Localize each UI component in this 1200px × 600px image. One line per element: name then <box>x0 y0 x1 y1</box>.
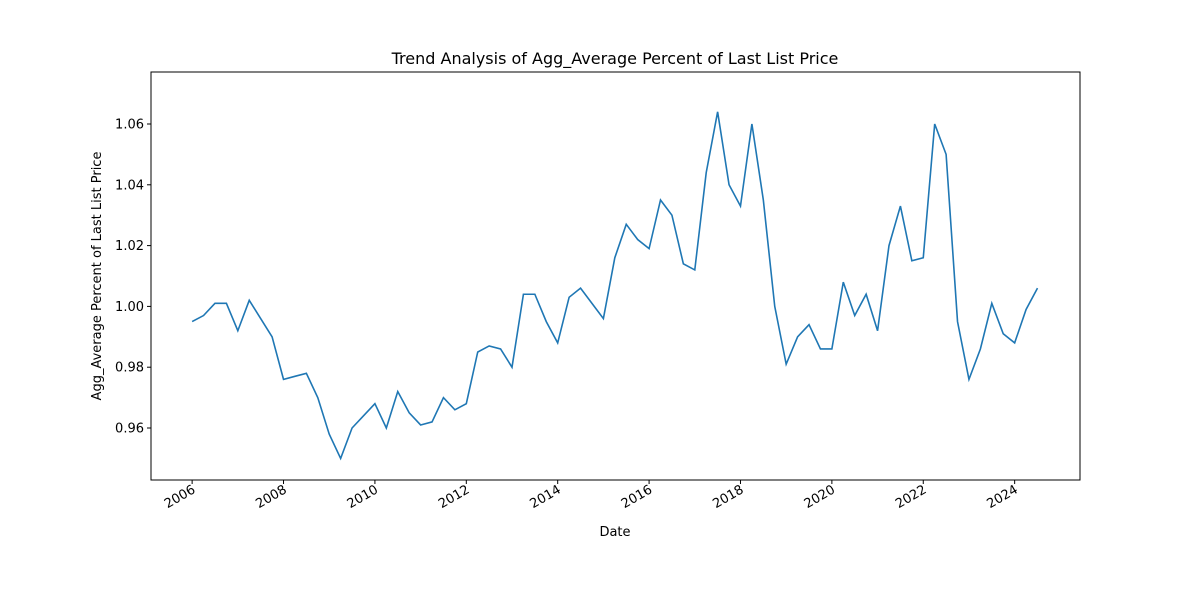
chart-title: Trend Analysis of Agg_Average Percent of… <box>391 49 839 69</box>
y-tick-label: 1.06 <box>115 117 144 132</box>
y-tick-label: 1.00 <box>115 300 144 315</box>
y-tick-label: 1.04 <box>115 178 144 193</box>
plot-frame <box>150 71 1081 481</box>
y-tick-label: 1.02 <box>115 239 144 254</box>
data-line <box>191 111 1039 461</box>
y-tick-label: 0.98 <box>115 361 144 376</box>
y-tick-label: 0.96 <box>115 422 144 437</box>
y-axis-label: Agg_Average Percent of Last List Price <box>90 152 105 401</box>
x-axis-label: Date <box>599 525 630 540</box>
